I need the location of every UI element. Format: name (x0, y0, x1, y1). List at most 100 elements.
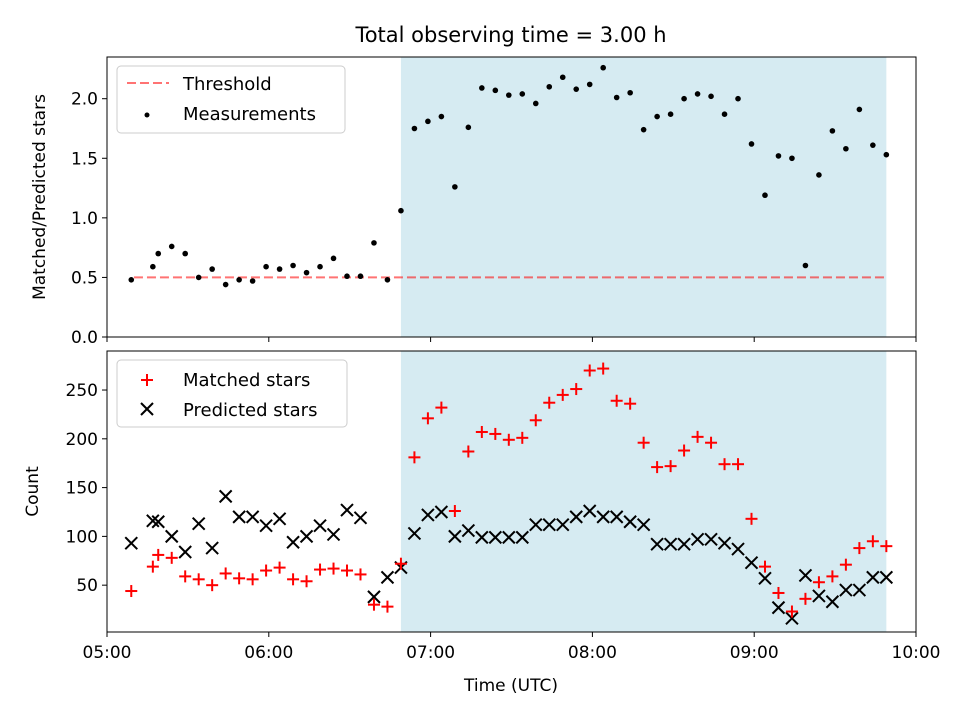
predicted-point (798, 568, 813, 583)
measurement-point (789, 155, 795, 162)
predicted-point (421, 508, 435, 522)
xtick-label: 07:00 (406, 643, 455, 663)
predicted-point (205, 541, 219, 555)
measurement-point (317, 263, 323, 270)
predicted-point (245, 510, 260, 524)
measurement-point (465, 124, 472, 131)
measurement-point (627, 89, 633, 96)
measurement-point (128, 277, 135, 283)
predicted-point (461, 523, 476, 538)
predicted-legend-label: Predicted stars (183, 400, 317, 421)
predicted-point (272, 512, 287, 526)
matched-point (664, 460, 677, 473)
matched-point (367, 598, 380, 611)
bottom-ylabel: Count (23, 466, 43, 517)
xtick-label: 06:00 (244, 643, 293, 663)
matched-legend-label: Matched stars (183, 370, 310, 391)
predicted-point (232, 510, 246, 524)
predicted-point (542, 517, 556, 532)
matched-point (651, 461, 664, 474)
predicted-point (488, 530, 503, 545)
measurement-point (222, 281, 229, 288)
measurement-point (155, 250, 162, 257)
matched-point (678, 444, 691, 457)
predicted-point (663, 537, 678, 551)
matched-point (146, 560, 159, 573)
predicted-point (515, 530, 529, 545)
predicted-point (569, 510, 583, 524)
matched-point (206, 579, 219, 592)
matched-point (732, 458, 745, 471)
matched-point (570, 383, 583, 396)
measurement-point (708, 93, 714, 100)
matched-point (287, 573, 300, 586)
bottom-panel: 50 100 150 200 250 05:00 06:00 07:00 08:00 09:00… (23, 350, 941, 696)
predicted-point (353, 511, 368, 525)
matched-point (853, 542, 866, 555)
measurement-point (546, 83, 553, 90)
measurement-point (681, 95, 687, 102)
matched-point (260, 564, 273, 577)
measurement-point (600, 64, 606, 71)
measurement-point (843, 145, 849, 152)
bot-ytick-label: 250 (66, 381, 98, 401)
top-legend: Threshold Measurements (116, 65, 346, 134)
matched-point (745, 512, 758, 525)
measurement-point (195, 274, 202, 281)
measurement-point (236, 277, 242, 283)
predicted-point (326, 527, 341, 542)
top-ytick-label: 0.5 (71, 268, 98, 288)
bot-ytick-label: 200 (66, 430, 98, 450)
predicted-point (191, 516, 206, 531)
measurement-legend-label: Measurements (183, 104, 316, 125)
matched-point (314, 563, 327, 576)
predicted-point (313, 518, 327, 533)
predicted-point (758, 571, 772, 586)
matched-point (543, 396, 556, 409)
measurement-point (398, 207, 404, 214)
matched-point (152, 548, 165, 561)
bottom-highlight-span (400, 351, 887, 632)
matched-point (300, 575, 313, 588)
measurement-point (654, 113, 660, 120)
predicted-point (812, 589, 826, 603)
measurement-point (452, 184, 458, 190)
predicted-point (609, 510, 624, 524)
measurement-point (667, 111, 674, 117)
predicted-point (299, 529, 314, 544)
measurement-point (263, 263, 269, 270)
measurement-point (411, 125, 418, 132)
bottom-legend: Matched stars Predicted stars (116, 359, 348, 428)
predicted-point (704, 532, 718, 547)
predicted-point (717, 536, 732, 550)
measurement-point (303, 269, 310, 276)
threshold-legend-label: Threshold (182, 74, 272, 95)
matched-point (489, 427, 502, 440)
predicted-point (596, 510, 610, 524)
measurement-point (762, 192, 768, 199)
predicted-point (340, 503, 354, 517)
matched-point (341, 564, 354, 577)
top-ytick-label: 2.0 (71, 90, 98, 110)
measurement-point (290, 262, 296, 269)
xtick-label: 08:00 (568, 643, 617, 663)
measurement-point (735, 95, 741, 102)
matched-point (785, 605, 798, 618)
bot-ytick-label: 100 (66, 527, 98, 547)
matched-point (246, 573, 259, 586)
predicted-point (623, 515, 637, 529)
matched-point (772, 586, 785, 599)
measurement-point (883, 151, 890, 158)
measurement-point (640, 126, 647, 133)
matched-point (812, 576, 825, 589)
matched-point (273, 561, 286, 574)
matched-point (691, 430, 704, 443)
measurement-point (330, 255, 337, 262)
measurement-point (438, 113, 445, 120)
predicted-point (785, 611, 799, 626)
matched-point (421, 412, 434, 425)
measurement-point (168, 243, 175, 250)
measurement-point (276, 266, 283, 272)
predicted-point (218, 489, 233, 504)
